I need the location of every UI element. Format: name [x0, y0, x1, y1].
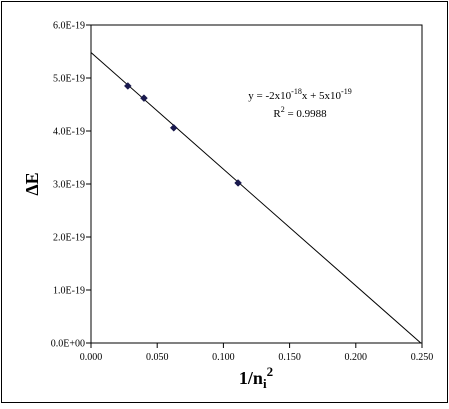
data-point	[169, 123, 178, 132]
x-tick-label: 0.050	[146, 352, 169, 363]
y-tick-label: 6.0E-19	[53, 21, 85, 32]
x-axis-tick-labels: 0.000 0.050 0.100 0.150 0.200 0.250	[80, 352, 434, 363]
plot-area	[90, 24, 423, 344]
trendline	[90, 52, 422, 344]
y-tick-label: 0.0E+00	[51, 339, 85, 350]
x-tick-label: 0.150	[278, 352, 301, 363]
y-tick-label: 1.0E-19	[53, 286, 85, 297]
trendline-equation: y = -2x10-18x + 5x10-19	[248, 87, 351, 102]
y-tick-label: 4.0E-19	[53, 127, 85, 138]
x-tick-label: 0.200	[345, 352, 368, 363]
y-tick-label: 3.0E-19	[53, 180, 85, 191]
x-tick-label: 0.250	[411, 352, 434, 363]
trendline-group	[90, 52, 422, 344]
data-points	[123, 82, 242, 187]
y-axis-title: ΔE	[22, 172, 42, 195]
x-tick-label: 0.100	[212, 352, 235, 363]
data-point	[140, 94, 148, 102]
y-tick-label: 5.0E-19	[53, 74, 85, 85]
data-point	[123, 82, 132, 90]
x-tick-label: 0.000	[80, 352, 103, 363]
x-axis-ticks	[90, 343, 423, 348]
y-axis-tick-labels: 0.0E+00 1.0E-19 2.0E-19 3.0E-19 4.0E-19 5.0E-…	[51, 21, 85, 350]
y-axis-ticks	[86, 24, 91, 344]
r-squared-label: R2 = 0.9988	[273, 105, 327, 120]
y-tick-label: 2.0E-19	[53, 233, 85, 244]
x-axis-title: 1/ni2	[239, 364, 273, 391]
data-point	[234, 179, 242, 187]
